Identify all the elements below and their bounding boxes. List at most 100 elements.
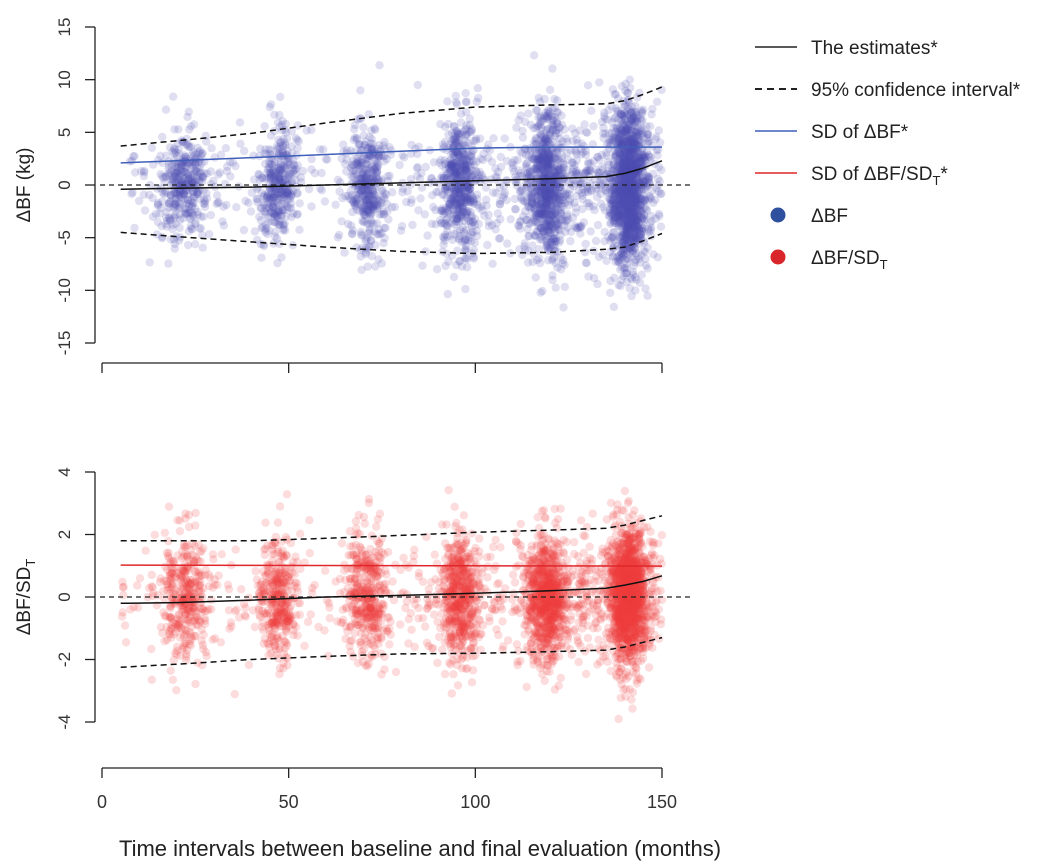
data-point: [569, 164, 577, 172]
data-point: [397, 227, 405, 235]
data-point: [635, 194, 643, 202]
data-point: [461, 285, 469, 293]
data-point: [191, 567, 199, 575]
data-point: [465, 139, 473, 147]
data-point: [375, 61, 383, 69]
data-point: [594, 153, 602, 161]
data-point: [359, 123, 367, 131]
data-point: [154, 199, 162, 207]
data-point: [423, 231, 431, 239]
data-point: [270, 218, 278, 226]
data-point: [267, 132, 275, 140]
data-point: [190, 603, 198, 611]
data-point: [488, 158, 496, 166]
data-point: [488, 260, 496, 268]
data-point: [357, 266, 365, 274]
data-point: [443, 97, 451, 105]
data-point: [191, 240, 199, 248]
data-point: [418, 262, 426, 270]
data-point: [594, 221, 602, 229]
data-point: [169, 676, 177, 684]
data-point: [205, 230, 213, 238]
data-point: [494, 168, 502, 176]
data-point: [416, 194, 424, 202]
data-point: [191, 680, 199, 688]
data-point: [542, 137, 550, 145]
data-point: [240, 147, 248, 155]
data-point: [532, 273, 540, 281]
data-point: [156, 152, 164, 160]
data-point: [543, 171, 551, 179]
data-point: [184, 551, 192, 559]
data-point: [446, 172, 454, 180]
data-point: [464, 187, 472, 195]
data-point: [467, 220, 475, 228]
data-point: [170, 559, 178, 567]
data-point: [255, 152, 263, 160]
data-point: [610, 303, 618, 311]
data-point: [501, 189, 509, 197]
data-point: [166, 630, 174, 638]
data-point: [529, 249, 537, 257]
data-point: [296, 199, 304, 207]
data-point: [629, 211, 637, 219]
data-point: [458, 262, 466, 270]
data-point: [607, 200, 615, 208]
data-point: [440, 207, 448, 215]
data-point: [258, 174, 266, 182]
data-point: [411, 145, 419, 153]
data-point: [453, 138, 461, 146]
data-point: [466, 115, 474, 123]
data-point: [598, 118, 606, 126]
data-point: [590, 247, 598, 255]
data-point: [278, 191, 286, 199]
point-cluster: [211, 93, 311, 268]
y-tick-label: 0: [55, 180, 74, 189]
data-point: [371, 241, 379, 249]
data-point: [501, 134, 509, 142]
data-point: [621, 87, 629, 95]
data-point: [357, 228, 365, 236]
data-point: [176, 527, 184, 535]
data-point: [414, 206, 422, 214]
data-point: [503, 239, 511, 247]
data-point: [383, 155, 391, 163]
point-cluster: [118, 503, 219, 695]
data-point: [262, 204, 270, 212]
y-tick-label: -10: [55, 278, 74, 303]
data-point: [606, 289, 614, 297]
data-point: [146, 258, 154, 266]
data-point: [119, 591, 127, 599]
data-point: [450, 273, 458, 281]
data-point: [261, 122, 269, 130]
data-point: [272, 210, 280, 218]
data-point: [182, 140, 190, 148]
data-point: [369, 140, 377, 148]
data-point: [528, 195, 536, 203]
data-point: [524, 258, 532, 266]
data-point: [439, 233, 447, 241]
data-point: [145, 584, 153, 592]
data-point: [371, 126, 379, 134]
data-point: [581, 248, 589, 256]
data-point: [570, 199, 578, 207]
data-point: [245, 661, 253, 669]
data-point: [598, 163, 606, 171]
data-point: [560, 221, 568, 229]
data-point: [391, 203, 399, 211]
data-point: [176, 516, 184, 524]
data-point: [475, 204, 483, 212]
data-point: [197, 224, 205, 232]
data-point: [182, 639, 190, 647]
data-point: [136, 574, 144, 582]
data-point: [483, 202, 491, 210]
data-point: [646, 122, 654, 130]
data-point: [533, 106, 541, 114]
data-point: [512, 123, 520, 131]
data-point: [595, 78, 603, 86]
data-point: [441, 156, 449, 164]
data-point: [172, 686, 180, 694]
data-point: [496, 234, 504, 242]
